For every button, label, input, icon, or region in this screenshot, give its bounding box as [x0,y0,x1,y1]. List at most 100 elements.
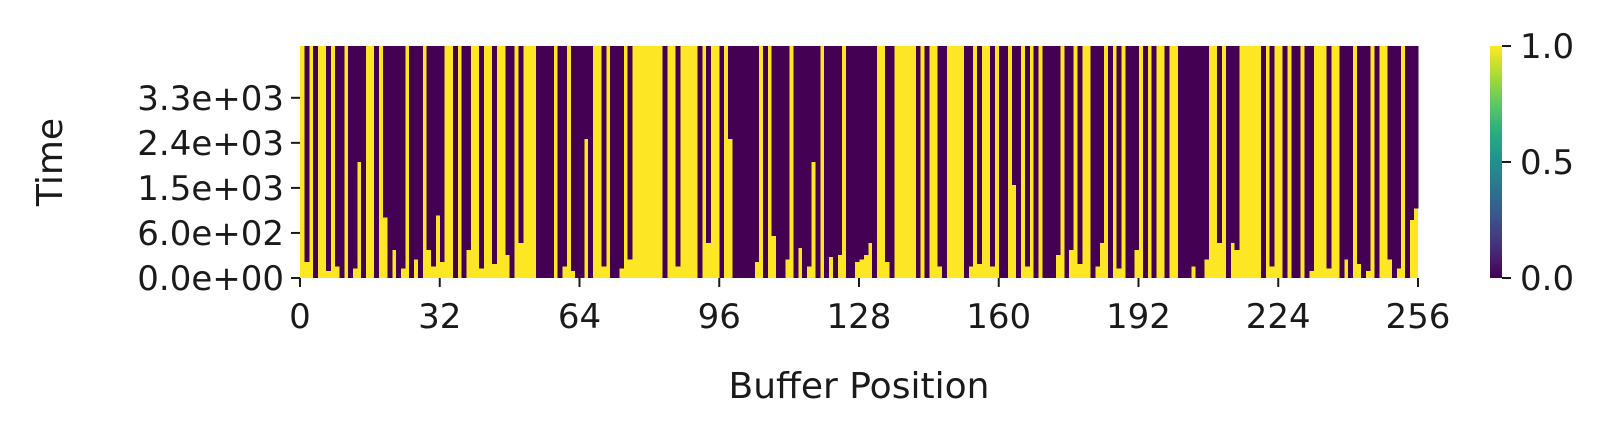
x-tick-label: 160 [966,297,1031,337]
heatmap-cell-column [579,46,585,278]
heatmap-cell-column [583,46,589,139]
heatmap-cell-column [339,46,345,278]
heatmap-cell-column [374,46,380,278]
y-axis-label: Time [30,118,71,207]
heatmap-cell-column [802,46,808,278]
y-tick-label: 6.0e+02 [137,214,284,254]
x-tick-label: 64 [558,297,601,337]
heatmap-cell-column [832,46,838,278]
heatmap-cell-column [518,46,524,244]
heatmap-cell-column [941,46,947,278]
heatmap-cell-column [557,46,563,278]
heatmap-cell-column [1217,46,1223,244]
heatmap-cell-column [810,46,816,162]
heatmap-cell-column [1343,46,1349,260]
heatmap-cell-column [675,46,681,267]
heatmap-cell-column [854,46,860,262]
heatmap-cell-column [1182,46,1188,278]
heatmap-cell-column [837,46,843,255]
heatmap-cell-column [793,46,799,278]
heatmap-cell-column [1099,46,1105,244]
heatmap-cell-column [732,46,738,278]
heatmap-cell-column [326,46,332,272]
heatmap-cell-column [334,46,340,267]
colorbar-tick-label: 0.5 [1520,143,1574,183]
colorbar-tick-label: 1.0 [1520,27,1574,67]
heatmap-cell-column [535,46,541,278]
heatmap-cell-column [492,46,498,265]
heatmap-cell-column [548,46,554,278]
heatmap-cell-column [797,46,803,248]
heatmap-cell-column [1090,46,1096,278]
heatmap-cell-column [828,46,834,258]
heatmap-cell-column [1186,46,1192,278]
heatmap-cell-column [1348,46,1354,278]
heatmap-cell-column [313,46,319,278]
x-axis: 0 32 64 96 128 160 192 224 256 [289,278,1450,337]
heatmap-cell-column [1011,46,1017,186]
heatmap-cell-column [662,46,668,278]
heatmap-cell-column [867,46,873,244]
heatmap-cell-column [1064,46,1070,278]
heatmap-cell-column [1260,46,1266,278]
heatmap-cell-column [417,46,423,278]
heatmap-cell-column [575,46,581,278]
colorbar: 0.0 0.5 1.0 [1490,27,1574,299]
heatmap-cell-column [614,46,620,278]
heatmap-cell-column [1107,46,1113,278]
heatmap-cell-column [413,46,419,260]
heatmap-cell-column [1190,46,1196,267]
heatmap-cell-column [1068,46,1074,251]
heatmap-cell-column [1282,46,1288,278]
heatmap-cell-column [845,46,851,278]
x-tick-label: 256 [1386,297,1451,337]
heatmap-cell-column [426,46,432,251]
x-tick-label: 128 [827,297,892,337]
heatmap-cell-column [400,46,406,269]
heatmap-cell-column [304,46,310,262]
heatmap-cell-column [1356,46,1362,265]
heatmap-cell-column [1230,46,1236,244]
heatmap-cells [300,46,1419,278]
heatmap-cell-column [1204,46,1209,260]
heatmap-cell-column [1326,46,1332,269]
heatmap-cell-column [1129,46,1135,278]
heatmap-cell-column [859,46,864,260]
x-tick-label: 224 [1246,297,1311,337]
heatmap-cell-column [1142,46,1148,278]
y-axis: 0.0e+00 6.0e+02 1.5e+03 2.4e+03 3.3e+03 [137,79,300,299]
heatmap-cell-column [1177,46,1183,278]
heatmap-cell-column [924,46,930,278]
heatmap-cell-column [762,46,768,278]
heatmap-cell-column [452,46,458,278]
heatmap-cell-column [409,46,415,278]
heatmap-cell-column [998,46,1004,278]
heatmap-cell-column [872,46,878,278]
heatmap-cell-column [990,46,995,267]
heatmap-cell-column [1404,46,1410,278]
heatmap-cell-column [435,46,441,216]
heatmap-cell-column [754,46,760,262]
heatmap-cell-column [806,46,812,267]
colorbar-gradient [1490,46,1502,278]
heatmap-cell-column [1391,46,1397,278]
heatmap-cell-column [396,46,402,278]
heatmap-cell-column [618,46,624,269]
heatmap-cell-column [627,46,633,260]
heatmap-cell-column [745,46,751,278]
heatmap-cell-column [387,46,393,278]
heatmap-cell-column [1199,46,1205,278]
heatmap-cell-column [719,46,725,278]
heatmap-cell-column [1164,46,1170,278]
heatmap-cell-column [348,46,354,278]
heatmap-cell-column [784,46,790,260]
heatmap-cell-column [1291,46,1297,278]
heatmap-cell-column [544,46,550,278]
x-tick-label: 192 [1106,297,1171,337]
heatmap-cell-column [1134,46,1140,251]
heatmap-cell-column [1269,46,1275,267]
heatmap-cell-column [570,46,576,272]
heatmap-cell-column [1003,46,1009,278]
heatmap-cell-column [1295,46,1301,278]
heatmap-cell-column [610,46,616,278]
